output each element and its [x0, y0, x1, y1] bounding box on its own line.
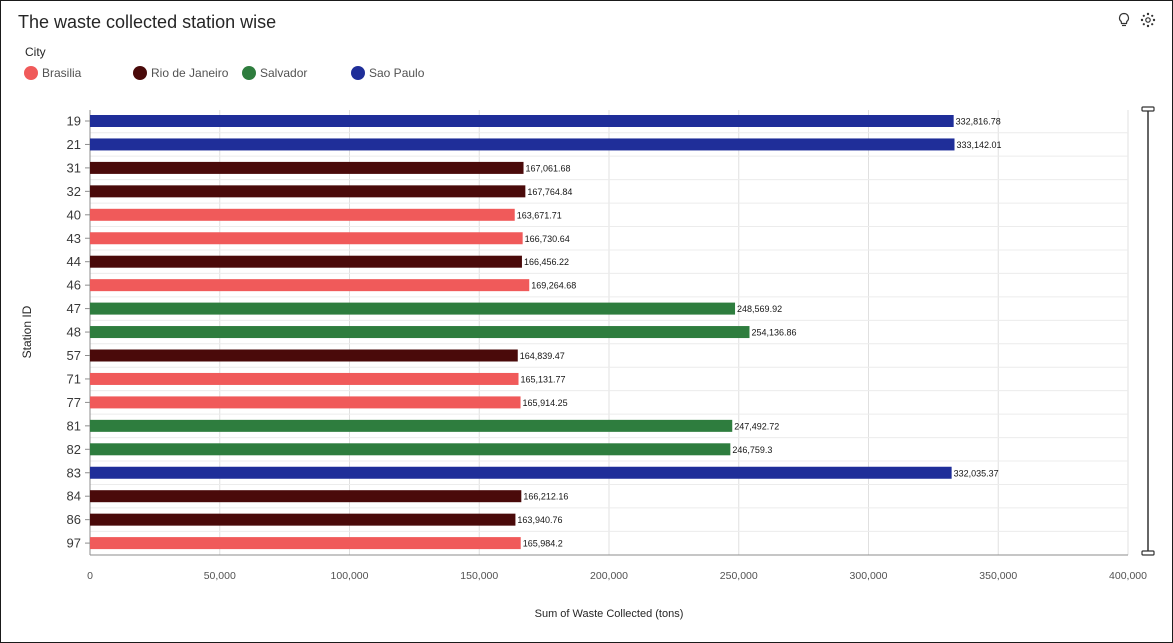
y-tick-label: 43 [67, 231, 81, 246]
data-label: 166,212.16 [523, 492, 568, 502]
y-tick-label: 71 [67, 371, 81, 386]
bar-station-81[interactable] [90, 419, 733, 432]
chart-title: The waste collected station wise [18, 12, 277, 32]
x-tick-label: 350,000 [979, 570, 1017, 582]
bar-station-97[interactable] [90, 537, 521, 550]
x-tick-label: 300,000 [850, 570, 888, 582]
gear-icon[interactable] [1140, 11, 1156, 29]
data-label: 167,061.68 [526, 163, 571, 173]
x-tick-label: 400,000 [1109, 570, 1147, 582]
legend-label: Brasilia [42, 66, 82, 80]
bar-station-47[interactable] [90, 302, 736, 315]
y-tick-label: 77 [67, 395, 81, 410]
legend-label: Rio de Janeiro [151, 66, 229, 80]
y-tick-label: 46 [67, 278, 81, 293]
legend-swatch [24, 66, 38, 80]
slider-handle-top[interactable] [1141, 106, 1155, 112]
bar-station-19[interactable] [90, 115, 954, 127]
legend-item-salvador[interactable]: Salvador [242, 64, 307, 82]
data-label: 165,131.77 [521, 374, 566, 384]
x-tick-label: 0 [87, 570, 93, 582]
bar-station-77[interactable] [90, 396, 521, 409]
legend-swatch [133, 66, 147, 80]
data-label: 167,764.84 [527, 187, 572, 197]
bar-station-43[interactable] [90, 232, 523, 245]
data-label: 332,035.37 [954, 468, 999, 478]
data-label: 164,839.47 [520, 351, 565, 361]
data-label: 248,569.92 [737, 304, 782, 314]
bar-station-71[interactable] [90, 372, 519, 385]
slider-handle-bottom[interactable] [1141, 550, 1155, 556]
legend-item-rio-de-janeiro[interactable]: Rio de Janeiro [133, 64, 228, 82]
data-label: 165,984.2 [523, 539, 563, 549]
bar-station-31[interactable] [90, 161, 524, 174]
y-tick-label: 48 [67, 325, 81, 340]
y-tick-label: 83 [67, 465, 81, 480]
y-axis-title: Station ID [20, 305, 34, 358]
bar-station-82[interactable] [90, 443, 731, 456]
data-label: 246,759.3 [732, 445, 772, 455]
y-tick-label: 84 [67, 489, 81, 504]
chart-toolbar [1116, 11, 1156, 29]
y-tick-label: 81 [67, 418, 81, 433]
scroll-slider[interactable] [1141, 106, 1155, 556]
data-label: 163,940.76 [517, 515, 562, 525]
y-tick-label: 57 [67, 348, 81, 363]
bar-station-44[interactable] [90, 255, 522, 268]
x-tick-label: 200,000 [590, 570, 628, 582]
data-label: 247,492.72 [734, 421, 779, 431]
legend-item-sao-paulo[interactable]: Sao Paulo [351, 64, 424, 82]
bar-station-83[interactable] [90, 466, 952, 479]
legend-label: Salvador [260, 66, 308, 80]
bar-station-21[interactable] [90, 138, 955, 151]
y-tick-label: 82 [67, 442, 81, 457]
data-label: 166,456.22 [524, 257, 569, 267]
bar-station-46[interactable] [90, 279, 530, 292]
x-tick-label: 250,000 [720, 570, 758, 582]
x-tick-label: 150,000 [460, 570, 498, 582]
x-tick-labels: 0 50,000 100,000 150,000 200,000 250,000 300,0… [87, 570, 1147, 582]
data-label: 165,914.25 [523, 398, 568, 408]
y-tick-label: 32 [67, 184, 81, 199]
y-tick-label: 44 [67, 254, 81, 269]
legend-swatch [351, 66, 365, 80]
bar-station-48[interactable] [90, 326, 750, 339]
x-axis-title: Sum of Waste Collected (tons) [535, 608, 684, 620]
gridlines [85, 110, 1129, 556]
data-label: 254,136.86 [751, 328, 796, 338]
x-tick-label: 50,000 [204, 570, 236, 582]
data-label: 166,730.64 [525, 234, 570, 244]
legend-item-brasilia[interactable]: Brasilia [24, 64, 81, 82]
data-label: 332,816.78 [956, 117, 1001, 127]
value-labels: 332,816.78 333,142.01 167,061.68 167,764.84… [517, 117, 1002, 549]
bar-station-84[interactable] [90, 490, 522, 503]
y-tick-label: 40 [67, 207, 81, 222]
bar-station-57[interactable] [90, 349, 518, 362]
y-tick-label: 21 [67, 137, 81, 152]
y-tick-labels: 19 21 31 32 40 43 44 46 47 48 57 71 77 81 82 83 84 86 97 [67, 114, 81, 551]
legend-label: Sao Paulo [369, 66, 425, 80]
data-label: 169,264.68 [531, 281, 576, 291]
lightbulb-icon[interactable] [1116, 11, 1132, 29]
data-label: 333,142.01 [957, 140, 1002, 150]
data-label: 163,671.71 [517, 210, 562, 220]
legend-title: City [25, 45, 46, 59]
y-tick-label: 97 [67, 536, 81, 551]
legend-swatch [242, 66, 256, 80]
y-tick-label: 47 [67, 301, 81, 316]
bar-station-32[interactable] [90, 185, 526, 198]
bars [90, 115, 955, 550]
y-tick-label: 19 [67, 114, 81, 129]
y-tick-label: 86 [67, 512, 81, 527]
bar-station-40[interactable] [90, 208, 515, 221]
bar-station-86[interactable] [90, 513, 516, 526]
y-tick-label: 31 [67, 160, 81, 175]
x-tick-label: 100,000 [331, 570, 369, 582]
